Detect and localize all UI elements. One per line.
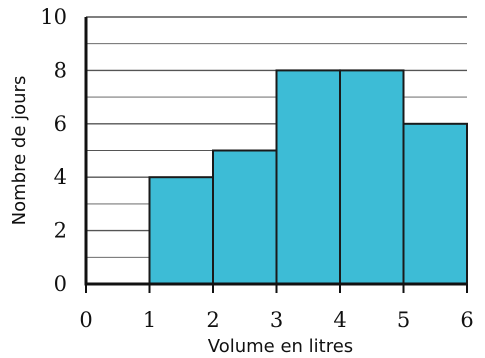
x-tick-label: 4 — [333, 308, 346, 332]
y-tick-label: 2 — [54, 219, 67, 243]
histogram-bar-2-3 — [212, 149, 278, 285]
histogram-bar-5-6 — [402, 122, 468, 285]
x-tick-labels: 0 1 2 3 4 5 6 — [79, 308, 473, 332]
histogram-bar-3-4 — [275, 69, 341, 286]
y-tick-label: 4 — [54, 165, 67, 189]
x-tick-label: 5 — [397, 308, 410, 332]
histogram-bar-1-2 — [148, 176, 214, 285]
x-tick-label: 2 — [206, 308, 219, 332]
y-tick-label: 6 — [54, 112, 67, 136]
y-tick-label: 8 — [54, 58, 67, 82]
y-tick-label: 10 — [40, 5, 67, 29]
histogram-bars — [148, 69, 468, 286]
histogram-bar-4-5 — [339, 69, 405, 286]
y-tick-labels: 0 2 4 6 8 10 — [40, 5, 67, 296]
axes — [84, 17, 468, 293]
x-tick-label: 6 — [460, 308, 473, 332]
x-tick-label: 3 — [270, 308, 283, 332]
y-axis-title: Nombre de jours — [9, 76, 30, 226]
x-tick-label: 0 — [79, 308, 92, 332]
x-axis-title: Volume en litres — [208, 336, 353, 357]
y-tick-label: 0 — [54, 272, 67, 296]
x-tick-label: 1 — [143, 308, 156, 332]
